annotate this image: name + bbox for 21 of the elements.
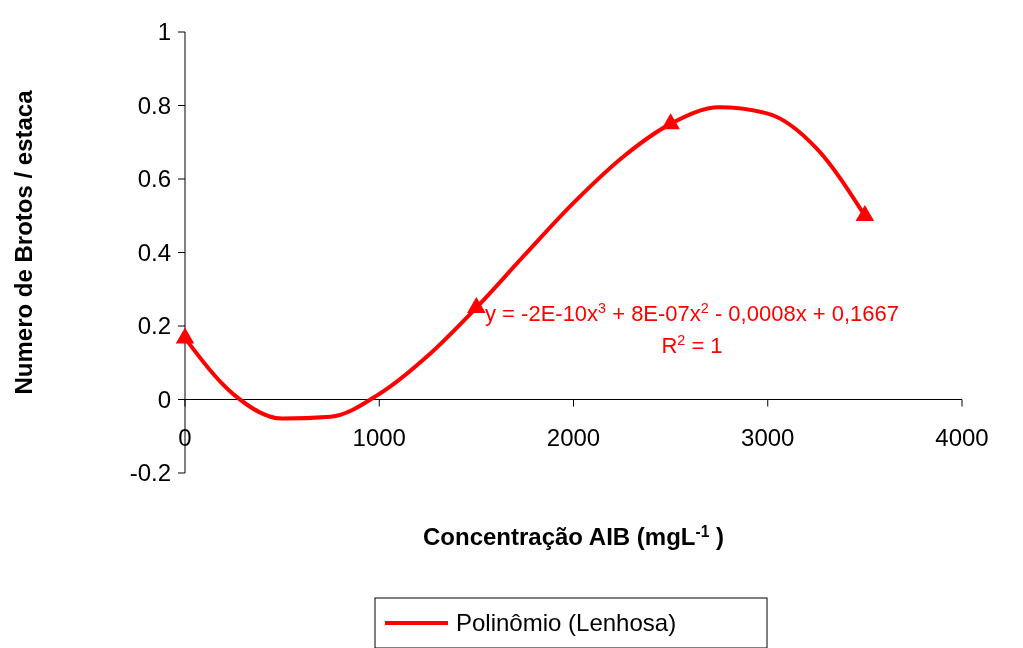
y-tick-label: 0.8 <box>137 91 171 119</box>
legend-label: Polinômio (Lenhosa) <box>456 609 677 637</box>
y-axis-title: Numero de Brotos / estaca <box>10 89 37 395</box>
point <box>467 296 486 313</box>
point <box>855 205 875 222</box>
x-axis-title: Concentração AIB (mgL$^{-1}$ ) <box>422 522 725 550</box>
y-tick-label: 0.2 <box>137 312 171 340</box>
x-tick-label: 2000 <box>546 423 601 451</box>
y-tick-label: -0.2 <box>129 459 171 487</box>
x-tick-label: 0 <box>178 423 192 451</box>
x-tick-label: 1000 <box>352 423 406 451</box>
annotation: y = -2E-10x$^{3}$ + 8E-07x$^{2}$ - 0,0008x + 0,1667 <box>485 300 899 326</box>
x-tick-label: 4000 <box>935 423 989 451</box>
y-tick-label: 0.6 <box>137 165 171 193</box>
point <box>175 327 195 344</box>
x-tick-label: 3000 <box>741 423 795 451</box>
point <box>661 113 680 130</box>
y-tick-label: 1 <box>157 18 171 46</box>
y-tick-label: 0.4 <box>137 238 171 266</box>
annotation: R$^{2}$ = 1 <box>661 332 723 358</box>
y-tick-label: 0 <box>157 385 171 413</box>
